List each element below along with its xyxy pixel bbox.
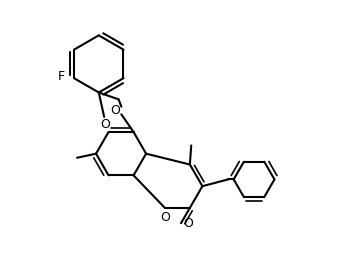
Text: O: O [110,104,120,117]
Text: O: O [183,217,193,230]
Text: O: O [101,118,111,131]
Text: F: F [58,70,66,83]
Text: O: O [160,211,170,224]
